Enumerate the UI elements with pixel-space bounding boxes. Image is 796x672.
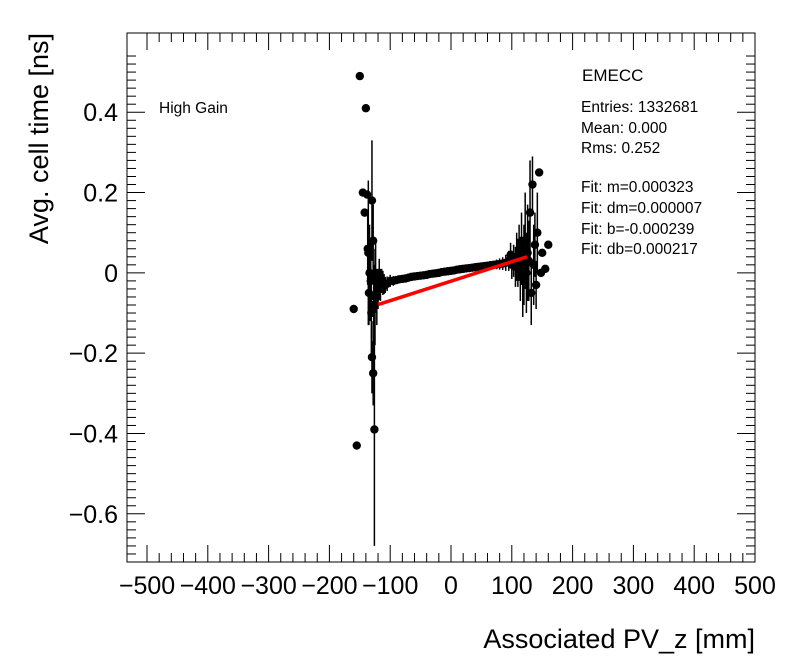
data-point — [364, 288, 374, 298]
x-tick-label: 500 — [734, 572, 776, 600]
data-point — [355, 71, 364, 81]
y-axis-title: Avg. cell time [ns] — [24, 33, 54, 244]
y-tick-label: −0.6 — [69, 501, 118, 529]
data-point — [360, 208, 369, 217]
plot-frame — [126, 32, 756, 563]
stats-fit-db: Fit: db=0.000217 — [581, 241, 698, 258]
data-point — [370, 292, 380, 302]
fit-line — [377, 255, 528, 307]
y-tick-label: 0.4 — [83, 99, 118, 127]
x-tick-label: −500 — [119, 572, 175, 600]
y-tick-label: −0.2 — [69, 340, 118, 368]
data-point — [534, 168, 544, 177]
data-point — [362, 190, 372, 199]
data-point — [369, 300, 378, 310]
data-point — [520, 236, 530, 245]
data-point — [538, 248, 547, 257]
data-point — [522, 268, 531, 278]
stats-fit-b: Fit: b=-0.000239 — [581, 221, 694, 238]
data-point — [531, 280, 541, 290]
y-tick-label: 0 — [104, 260, 118, 288]
data-point — [368, 369, 378, 378]
x-axis-title: Associated PV_z [mm] — [483, 624, 755, 654]
data-points — [349, 71, 553, 450]
data-point — [361, 104, 371, 113]
data-point — [528, 180, 537, 189]
data-point — [367, 196, 377, 205]
x-tick-label: −100 — [362, 572, 418, 600]
data-point — [367, 308, 376, 318]
y-tick-labels: −0.6 −0.4 −0.2 0 0.2 0.4 — [69, 99, 118, 529]
data-point — [527, 288, 536, 298]
error-bars — [366, 140, 539, 546]
stats-mean: Mean: 0.000 — [581, 120, 668, 137]
data-point — [349, 304, 358, 314]
x-tick-label: −300 — [240, 572, 296, 600]
y-axis-ticks — [127, 55, 755, 563]
data-point — [541, 264, 550, 274]
x-tick-label: 100 — [491, 572, 533, 600]
x-tick-labels: −500 −400 −300 −200 −100 0 100 200 300 400 500 — [119, 572, 776, 600]
y-tick-label: −0.4 — [69, 420, 118, 448]
high-gain-label: High Gain — [159, 100, 228, 117]
data-point — [523, 248, 532, 257]
data-point — [363, 244, 372, 253]
x-tick-label: −200 — [301, 572, 357, 600]
stats-entries: Entries: 1332681 — [581, 99, 698, 116]
y-tick-label: 0.2 — [83, 180, 118, 208]
data-point — [517, 244, 526, 253]
stats-box: EMECC Entries: 1332681 Mean: 0.000 Rms: … — [581, 66, 702, 258]
x-tick-label: 400 — [673, 572, 715, 600]
stats-fit-dm: Fit: dm=0.000007 — [581, 200, 702, 217]
data-point — [368, 236, 378, 245]
data-point — [533, 228, 542, 237]
data-point — [529, 260, 538, 270]
stats-fit-m: Fit: m=0.000323 — [581, 179, 693, 196]
x-tick-label: −400 — [180, 572, 236, 600]
x-tick-label: 200 — [552, 572, 594, 600]
data-point — [365, 268, 374, 278]
x-tick-label: 300 — [613, 572, 655, 600]
data-point — [544, 240, 553, 249]
x-tick-label: 0 — [444, 572, 458, 600]
stats-title: EMECC — [582, 66, 643, 85]
data-point — [530, 240, 540, 249]
data-point — [525, 208, 535, 217]
data-point — [367, 352, 377, 362]
x-axis-ticks — [146, 33, 756, 562]
data-point — [352, 441, 361, 450]
data-point — [370, 425, 379, 434]
stats-rms: Rms: 0.252 — [581, 140, 660, 157]
